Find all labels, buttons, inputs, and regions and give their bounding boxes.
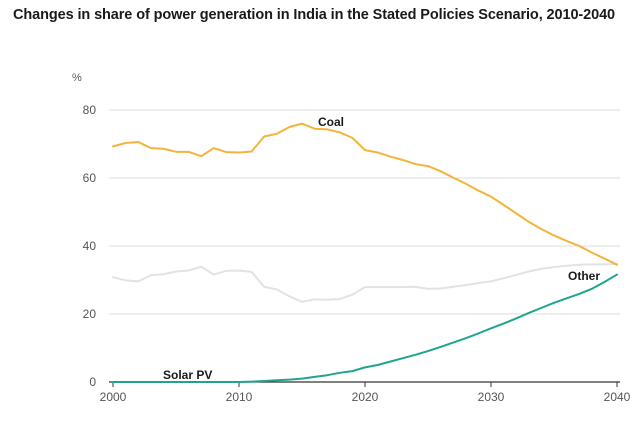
series-lines: [112, 122, 618, 383]
y-tick-label: 20: [83, 307, 97, 321]
y-axis-unit-label: %: [72, 72, 82, 84]
y-tick-label: 40: [83, 239, 97, 253]
series-line-coal: [112, 122, 618, 266]
chart-title: Changes in share of power generation in …: [13, 7, 615, 23]
y-axis: 0 20 40 60 80: [83, 103, 97, 389]
y-tick-label: 80: [83, 103, 97, 117]
x-tick-label: 2030: [478, 390, 505, 404]
x-tick-label: 2000: [100, 390, 127, 404]
series-label-other: Other: [568, 269, 600, 283]
y-tick-label: 0: [89, 375, 96, 389]
y-tick-label: 60: [83, 171, 97, 185]
x-tick-label: 2040: [604, 390, 631, 404]
series-line-solar-pv: [112, 273, 618, 383]
series-line-other: [112, 263, 618, 303]
series-label-solar-pv: Solar PV: [163, 368, 212, 382]
x-tick-label: 2020: [352, 390, 379, 404]
series-label-coal: Coal: [318, 115, 344, 129]
x-tick-label: 2010: [226, 390, 253, 404]
series-labels: Coal Other Solar PV: [163, 115, 600, 382]
x-axis: 2000 2010 2020 2030 2040: [100, 382, 631, 404]
